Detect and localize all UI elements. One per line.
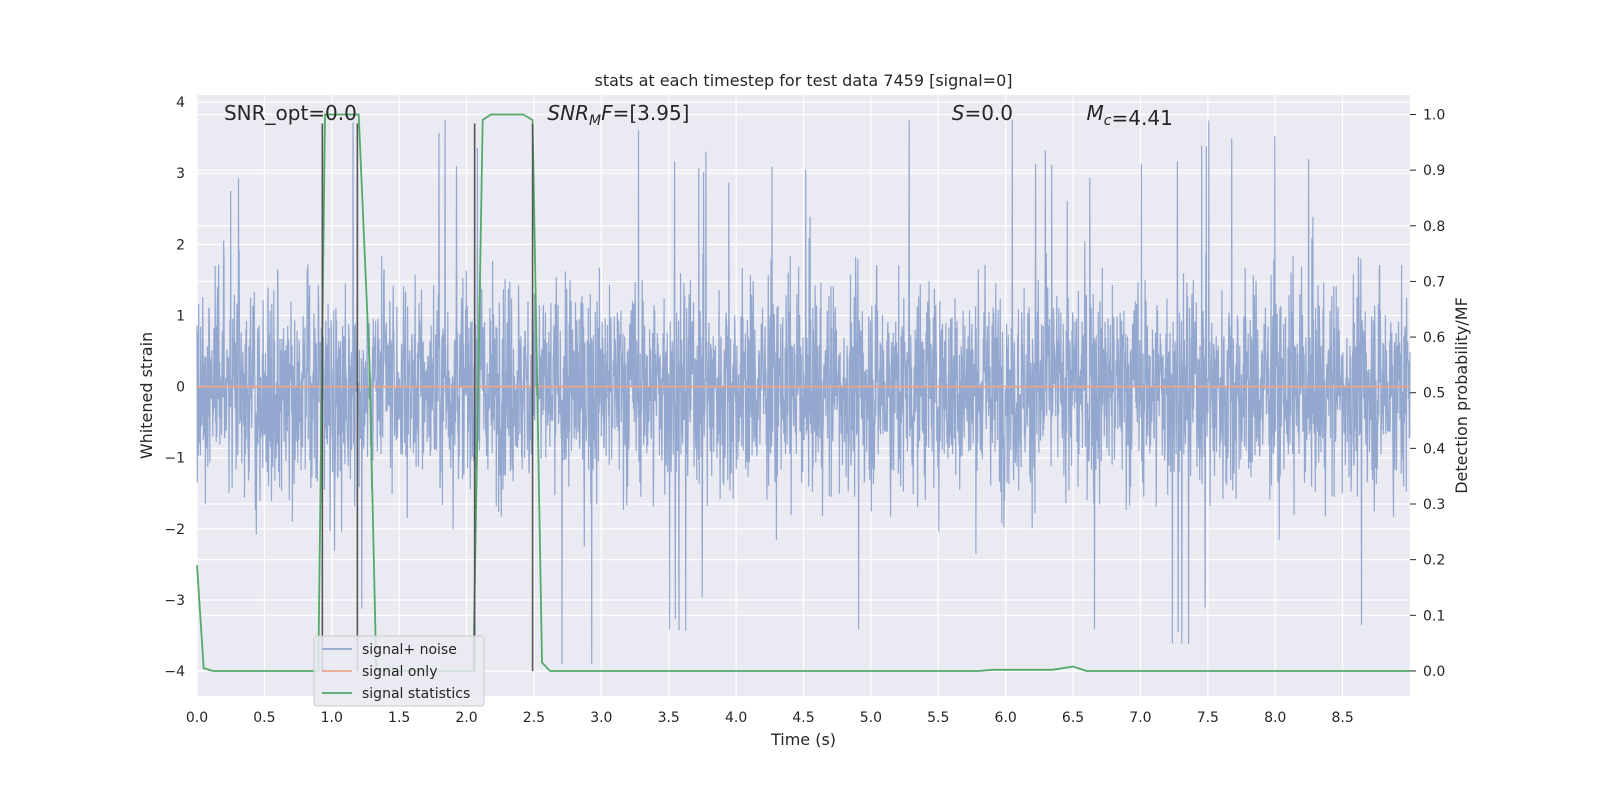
legend-box xyxy=(313,635,485,707)
y2-tick-label: 0.5 xyxy=(1423,386,1445,402)
y2-tick-label: 0.3 xyxy=(1423,497,1445,513)
y2-tick-label: 0.8 xyxy=(1423,219,1445,235)
x-tick-label: 1.0 xyxy=(321,710,343,726)
x-tick-label: 1.5 xyxy=(388,710,410,726)
annotation-2: S=0.0 xyxy=(952,101,1013,125)
x-axis-ticks: 0.0 0.5 1.0 1.5 2.0 2.5 3.0 3.5 4.0 4.5 5.0 5.5 6.0 6… xyxy=(186,710,1354,726)
y-tick-label: 2 xyxy=(176,237,185,253)
legend-label: signal statistics xyxy=(362,686,470,702)
annotation-3: Mc=4.41 xyxy=(1087,101,1173,130)
y-tick-label: −2 xyxy=(164,522,185,538)
x-tick-label: 5.0 xyxy=(860,710,882,726)
x-tick-label: 2.0 xyxy=(455,710,477,726)
x-tick-label: 7.0 xyxy=(1129,710,1151,726)
y-axis-ticks: −4 −3 −2 −1 0 1 2 3 4 xyxy=(164,95,185,680)
series-signal-noise xyxy=(196,119,1411,665)
vertical-markers xyxy=(321,123,534,672)
x-tick-label: 5.5 xyxy=(927,710,949,726)
x-tick-label: 4.0 xyxy=(725,710,747,726)
y-tick-label: 0 xyxy=(176,380,185,396)
y-tick-label: −4 xyxy=(164,664,185,680)
x-axis-label: Time (s) xyxy=(770,730,836,749)
y-tick-label: 4 xyxy=(176,95,185,111)
y2-axis-label: Detection probability/MF xyxy=(1452,297,1471,494)
chart-title: stats at each timestep for test data 745… xyxy=(594,71,1012,90)
x-tick-label: 7.5 xyxy=(1197,710,1219,726)
x-tick-label: 4.5 xyxy=(792,710,814,726)
y2-tick-label: 0.4 xyxy=(1423,441,1445,457)
annotation-0: SNR_opt=0.0 xyxy=(224,101,357,125)
y2-tick-label: 0.2 xyxy=(1423,553,1445,569)
y2-tick-label: 0.1 xyxy=(1423,608,1445,624)
y-tick-label: −3 xyxy=(164,593,185,609)
legend-label: signal only xyxy=(362,664,437,680)
x-tick-label: 2.5 xyxy=(523,710,545,726)
y2-tick-label: 0.9 xyxy=(1423,163,1445,179)
y2-tick-label: 0.7 xyxy=(1423,274,1445,290)
y-tick-label: 3 xyxy=(176,166,185,182)
x-tick-label: 6.0 xyxy=(995,710,1017,726)
noise-series xyxy=(196,119,1411,665)
annotation-1: SNRMF=[3.95] xyxy=(547,101,689,129)
y2-tick-label: 0.0 xyxy=(1423,664,1445,680)
legend-label: signal+ noise xyxy=(362,642,457,658)
x-tick-label: 3.5 xyxy=(658,710,680,726)
x-tick-label: 0.0 xyxy=(186,710,208,726)
y2-tick-label: 0.6 xyxy=(1423,330,1445,346)
y-tick-label: −1 xyxy=(164,451,185,467)
y-tick-label: 1 xyxy=(176,308,185,324)
y-axis-label: Whitened strain xyxy=(137,332,156,459)
y2-tick-label: 1.0 xyxy=(1423,107,1445,123)
x-tick-label: 0.5 xyxy=(253,710,275,726)
legend: signal+ noise signal only signal statistic… xyxy=(313,635,485,707)
x-tick-label: 3.0 xyxy=(590,710,612,726)
x-tick-label: 8.5 xyxy=(1331,710,1353,726)
x-tick-label: 6.5 xyxy=(1062,710,1084,726)
y2-axis-ticks: 0.0 0.1 0.2 0.3 0.4 0.5 0.6 0.7 0.8 0.9 1.0 xyxy=(1410,107,1445,680)
x-tick-label: 8.0 xyxy=(1264,710,1286,726)
annotations: SNR_opt=0.0 SNRMF=[3.95] S=0.0 Mc=4.41 xyxy=(224,101,1173,130)
